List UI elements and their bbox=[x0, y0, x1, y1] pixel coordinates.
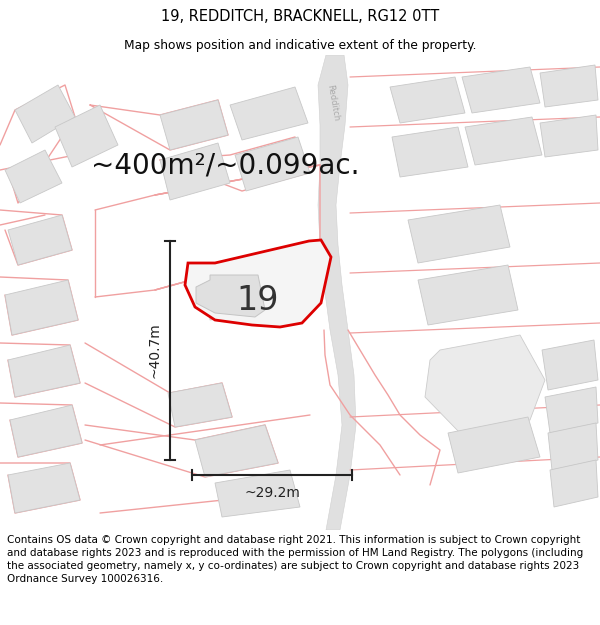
Polygon shape bbox=[545, 387, 598, 433]
Text: Contains OS data © Crown copyright and database right 2021. This information is : Contains OS data © Crown copyright and d… bbox=[7, 535, 583, 584]
Polygon shape bbox=[5, 150, 62, 203]
Polygon shape bbox=[540, 65, 598, 107]
Polygon shape bbox=[205, 273, 262, 320]
Polygon shape bbox=[425, 335, 545, 433]
Polygon shape bbox=[550, 460, 598, 507]
Polygon shape bbox=[185, 240, 331, 327]
Text: ~29.2m: ~29.2m bbox=[244, 486, 300, 500]
Text: Map shows position and indicative extent of the property.: Map shows position and indicative extent… bbox=[124, 39, 476, 52]
Polygon shape bbox=[542, 340, 598, 390]
Polygon shape bbox=[230, 87, 308, 140]
Text: 19: 19 bbox=[237, 284, 279, 316]
Text: Redditch: Redditch bbox=[325, 84, 341, 122]
Polygon shape bbox=[196, 275, 265, 317]
Text: 19, REDDITCH, BRACKNELL, RG12 0TT: 19, REDDITCH, BRACKNELL, RG12 0TT bbox=[161, 9, 439, 24]
Polygon shape bbox=[448, 417, 540, 473]
Polygon shape bbox=[160, 100, 228, 150]
Polygon shape bbox=[540, 115, 598, 157]
Text: ~400m²/~0.099ac.: ~400m²/~0.099ac. bbox=[91, 151, 359, 179]
Polygon shape bbox=[8, 463, 80, 513]
Polygon shape bbox=[15, 85, 75, 143]
Polygon shape bbox=[168, 383, 232, 427]
Polygon shape bbox=[195, 425, 278, 477]
Polygon shape bbox=[235, 137, 310, 191]
Polygon shape bbox=[318, 55, 356, 530]
Polygon shape bbox=[5, 280, 78, 335]
Polygon shape bbox=[418, 265, 518, 325]
Polygon shape bbox=[8, 215, 72, 265]
Polygon shape bbox=[408, 205, 510, 263]
Text: ~40.7m: ~40.7m bbox=[147, 322, 161, 378]
Polygon shape bbox=[465, 117, 542, 165]
Polygon shape bbox=[390, 77, 465, 123]
Polygon shape bbox=[160, 143, 230, 200]
Polygon shape bbox=[55, 105, 118, 167]
Polygon shape bbox=[10, 405, 82, 457]
Polygon shape bbox=[215, 470, 300, 517]
Polygon shape bbox=[548, 423, 598, 470]
Polygon shape bbox=[462, 67, 540, 113]
Polygon shape bbox=[8, 345, 80, 397]
Polygon shape bbox=[392, 127, 468, 177]
